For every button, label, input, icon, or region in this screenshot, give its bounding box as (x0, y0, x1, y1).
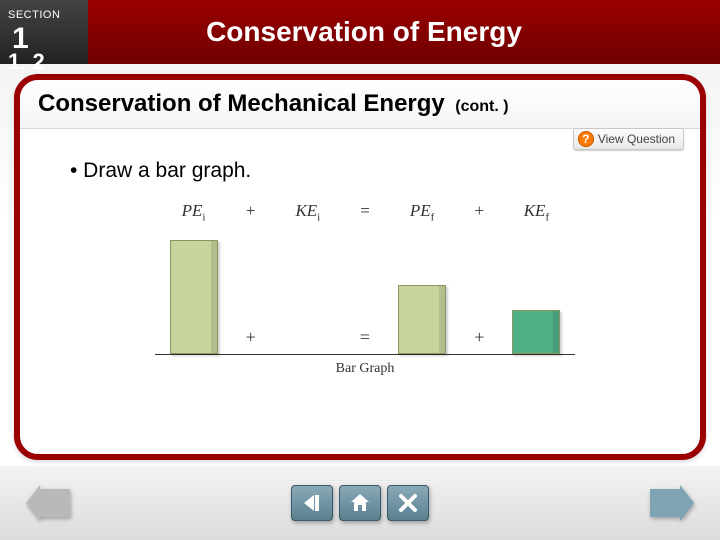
equation-term: PEf (387, 201, 457, 223)
equation-operator: + (464, 201, 494, 223)
equation-term: KEf (501, 201, 571, 223)
sub-header: Conservation of Mechanical Energy (cont.… (20, 80, 700, 129)
section-label: SECTION (8, 10, 60, 22)
equation-term: PEi (159, 201, 229, 223)
bar (170, 240, 218, 354)
bar-slot (273, 225, 343, 354)
content-frame: Conservation of Mechanical Energy (cont.… (14, 74, 706, 460)
nav-prev-button[interactable] (26, 485, 70, 521)
bar-operator: + (464, 327, 494, 354)
nav-center-cluster (291, 485, 429, 521)
bar-operator: = (350, 327, 380, 354)
bar (398, 285, 446, 354)
content-body: • Draw a bar graph. PEi + KEi = PEf + KEf + = + … (20, 129, 700, 387)
equation-operator: + (236, 201, 266, 223)
view-question-label: View Question (598, 132, 675, 146)
section-subnumber: 1. 2 (8, 50, 82, 73)
continued-label: (cont. ) (455, 98, 508, 115)
bar-graph-figure: PEi + KEi = PEf + KEf + = + Bar Graph (155, 201, 575, 377)
view-question-button[interactable]: ? View Question (573, 128, 684, 150)
equation-row: PEi + KEi = PEf + KEf (155, 201, 575, 223)
bar-slot (387, 225, 457, 354)
bars-area: + = + (155, 225, 575, 355)
equation-operator: = (350, 201, 380, 223)
slide: SECTION 1 1. 2 Conservation of Energy Co… (0, 0, 720, 540)
bar-slot (159, 225, 229, 354)
nav-next-button[interactable] (650, 485, 694, 521)
header: SECTION 1 1. 2 Conservation of Energy (0, 0, 720, 64)
section-box: SECTION 1 1. 2 (0, 0, 88, 64)
figure-caption: Bar Graph (155, 361, 575, 377)
question-icon: ? (578, 131, 594, 147)
nav-close-button[interactable] (387, 485, 429, 521)
sub-title: Conservation of Mechanical Energy (38, 90, 445, 117)
bullet-text: • Draw a bar graph. (70, 159, 660, 183)
footer-nav (0, 466, 720, 540)
bar-slot (501, 225, 571, 354)
nav-home-button[interactable] (339, 485, 381, 521)
bar (512, 310, 560, 355)
equation-term: KEi (273, 201, 343, 223)
bar-operator: + (236, 327, 266, 354)
page-title: Conservation of Energy (88, 16, 720, 48)
nav-back-button[interactable] (291, 485, 333, 521)
